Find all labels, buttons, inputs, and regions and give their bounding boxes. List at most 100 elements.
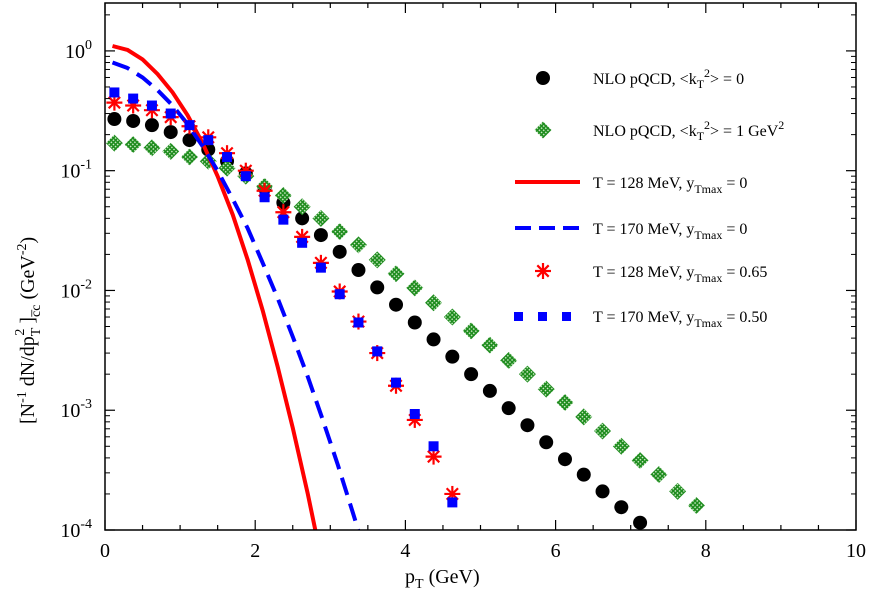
series-5 [109,87,458,508]
data-point [293,198,311,216]
data-point [312,209,330,227]
data-point [426,332,441,347]
data-point [389,297,404,312]
x-tick-label: 2 [250,540,260,562]
data-point [107,112,122,127]
data-point [482,383,497,398]
x-tick-label: 4 [400,540,410,562]
data-point [181,148,198,166]
data-point [315,262,326,273]
x-tick-label: 0 [100,540,110,562]
data-point [409,409,420,420]
data-point [445,349,460,364]
series-2 [111,44,318,530]
data-point [334,289,345,300]
legend-symbol-nlo-k0 [536,71,550,85]
data-point [447,497,458,508]
y-tick-label: 10-4 [60,517,92,542]
data-point [163,125,178,140]
data-point [331,223,349,241]
data-point [500,352,518,370]
x-tick-label: 8 [701,540,711,562]
data-point [671,545,685,559]
data-point [443,308,461,326]
legend: NLO pQCD, <kT2> = 0 NLO pQCD, <kT2> = 1 … [514,66,784,330]
data-point [481,336,499,354]
legend-symbol-t170-y050-a [514,312,523,321]
data-point [349,236,367,254]
legend-label-t170-y0: T = 170 MeV, yTmax = 0 [593,221,747,242]
data-point [556,394,574,411]
data-point [105,134,123,152]
data-point [297,237,308,248]
data-point [368,251,386,269]
data-point [124,136,142,154]
axes: 0 2 4 6 8 10 100 10-1 10-2 10-3 10-4 [60,3,866,562]
x-tick-label: 6 [551,540,561,562]
data-point [391,377,402,388]
series-line [111,60,361,530]
y-tick-label: 10-3 [60,397,92,422]
data-point [428,441,439,452]
data-point [631,452,649,470]
data-point [518,365,536,383]
data-point [353,317,364,328]
x-axis-title: pT (GeV) [405,566,480,592]
series-4 [106,94,461,502]
data-point [650,466,668,484]
data-point [633,515,648,530]
data-point [501,401,516,416]
data-point [222,152,233,163]
data-point [652,530,666,544]
y-tick-label: 10-2 [60,277,92,302]
data-point [184,120,195,131]
data-point [128,93,139,104]
data-point [313,228,328,243]
legend-symbol-t170-y050-c [562,312,571,321]
data-point [109,87,120,98]
data-point [557,452,572,467]
data-point [165,108,176,119]
y-tick-label: 10-1 [60,158,92,183]
data-point [182,133,197,148]
y-tick-label: 100 [65,38,92,63]
data-point [218,159,236,177]
data-point [669,482,687,500]
series-line [111,44,318,530]
data-point [464,367,479,382]
data-point [162,142,180,160]
series-3 [111,60,361,530]
legend-label-t170-y050: T = 170 MeV, yTmax = 0.50 [593,309,767,330]
data-point [594,422,612,440]
data-point [387,265,405,283]
legend-label-t128-y065: T = 128 MeV, yTmax = 0.65 [593,264,767,285]
data-point [146,100,157,111]
data-point [240,171,251,182]
data-point [143,139,161,157]
plot-data [105,44,705,559]
data-point [687,497,705,515]
data-point [259,192,270,203]
data-point [539,435,554,450]
data-point [595,484,610,499]
data-point [575,408,593,426]
data-point [295,211,310,226]
x-tick-label: 10 [846,540,866,562]
legend-symbol-t170-y050-b [538,312,547,321]
data-point [612,437,630,455]
legend-label-t128-y0: T = 128 MeV, yTmax = 0 [593,175,747,196]
data-point [278,214,289,225]
data-point [351,263,366,278]
y-axis-title: [N-1 dN/dpT2 ]c̅c (GeV-2) [13,237,44,424]
data-point [407,315,422,330]
data-point [332,244,347,259]
data-point [203,135,214,146]
data-point [537,380,555,398]
data-point [370,280,385,295]
legend-symbol-t128-y065 [535,263,551,279]
data-point [462,322,480,340]
data-point [614,500,629,515]
legend-label-nlo-k1: NLO pQCD, <kT2> = 1 GeV2 [593,118,784,143]
legend-label-nlo-k0: NLO pQCD, <kT2> = 0 [593,66,744,91]
